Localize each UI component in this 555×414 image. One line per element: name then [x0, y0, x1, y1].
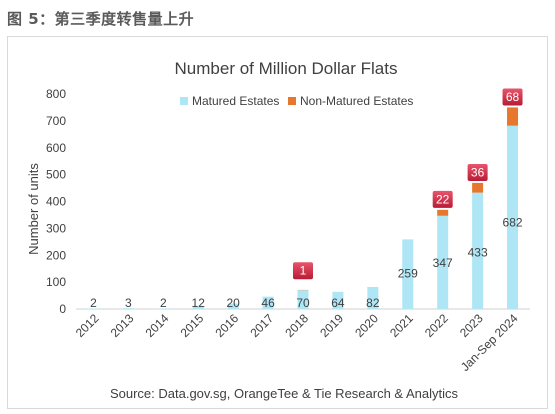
y-tick-label: 200 [46, 248, 66, 262]
bar-matured-estates [367, 286, 379, 309]
y-tick-label: 500 [46, 168, 66, 182]
x-tick-label: 2023 [457, 311, 486, 340]
non-matured-value-label: 1 [300, 264, 307, 278]
matured-value-label: 259 [398, 267, 418, 281]
x-tick-label: 2015 [178, 311, 207, 340]
x-tick-label: 2013 [108, 311, 137, 340]
x-tick-label: 2018 [282, 311, 311, 340]
bar-matured-estates [507, 125, 519, 310]
matured-value-label: 682 [503, 216, 523, 230]
bar-matured-estates [297, 290, 309, 309]
figure-heading: 图 5：第三季度转售量上升 [7, 10, 195, 28]
plot-area: 0100200300400500600700800220123201322014… [46, 87, 530, 374]
legend-swatch [180, 97, 188, 105]
non-matured-value-label: 68 [506, 90, 520, 104]
x-tick-label: 2021 [387, 311, 416, 340]
matured-value-label: 12 [192, 296, 206, 310]
chart-title: Number of Million Dollar Flats [175, 59, 398, 78]
matured-value-label: 64 [331, 296, 345, 310]
x-tick-label: 2022 [422, 311, 451, 340]
matured-value-label: 2 [160, 296, 167, 310]
y-axis-label: Number of units [26, 163, 41, 255]
bar-matured-estates [192, 305, 204, 309]
x-tick-label: 2020 [352, 311, 381, 340]
legend-swatch [288, 97, 296, 105]
y-tick-label: 400 [46, 195, 66, 209]
source-note: Source: Data.gov.sg, OrangeTee & Tie Res… [110, 386, 459, 401]
non-matured-callout [502, 88, 523, 106]
non-matured-callout [432, 190, 453, 208]
x-tick-label: 2019 [317, 311, 346, 340]
bar-matured-estates [402, 239, 414, 309]
non-matured-callout [467, 163, 488, 181]
matured-value-label: 20 [226, 296, 240, 310]
bar-matured-estates [332, 291, 344, 309]
bar-matured-estates [122, 308, 134, 309]
y-tick-label: 100 [46, 275, 66, 289]
matured-value-label: 46 [261, 296, 275, 310]
legend: Matured Estates Non-Matured Estates [180, 94, 413, 108]
y-tick-label: 800 [46, 87, 66, 101]
y-tick-label: 600 [46, 141, 66, 155]
bar-non-matured-estates [507, 107, 519, 126]
y-tick-label: 300 [46, 221, 66, 235]
non-matured-callout [293, 262, 313, 280]
x-tick-label: 2014 [143, 311, 172, 340]
matured-value-label: 2 [90, 296, 97, 310]
y-tick-label: 0 [59, 302, 66, 316]
x-tick-label: 2017 [247, 311, 276, 340]
legend-label: Non-Matured Estates [300, 94, 413, 108]
bar-matured-estates [157, 308, 169, 309]
x-tick-label: 2016 [212, 311, 241, 340]
matured-value-label: 3 [125, 296, 132, 310]
matured-value-label: 433 [468, 246, 488, 260]
legend-label: Matured Estates [192, 94, 279, 108]
matured-value-label: 70 [296, 296, 310, 310]
chart: Number of Million Dollar Flats Number of… [26, 59, 530, 401]
bar-matured-estates [262, 296, 274, 309]
non-matured-value-label: 36 [471, 165, 485, 179]
bar-non-matured-estates [437, 209, 449, 216]
matured-value-label: 347 [433, 256, 453, 270]
bar-non-matured-estates [472, 182, 484, 193]
bar-matured-estates [87, 308, 99, 309]
bar-matured-estates [437, 215, 449, 309]
non-matured-value-label: 22 [436, 192, 450, 206]
x-tick-label: 2012 [73, 311, 102, 340]
bar-matured-estates [227, 303, 239, 309]
y-tick-label: 700 [46, 114, 66, 128]
bar-matured-estates [472, 192, 484, 309]
matured-value-label: 82 [366, 296, 380, 310]
chart-card: Number of Million Dollar Flats Number of… [7, 36, 548, 409]
